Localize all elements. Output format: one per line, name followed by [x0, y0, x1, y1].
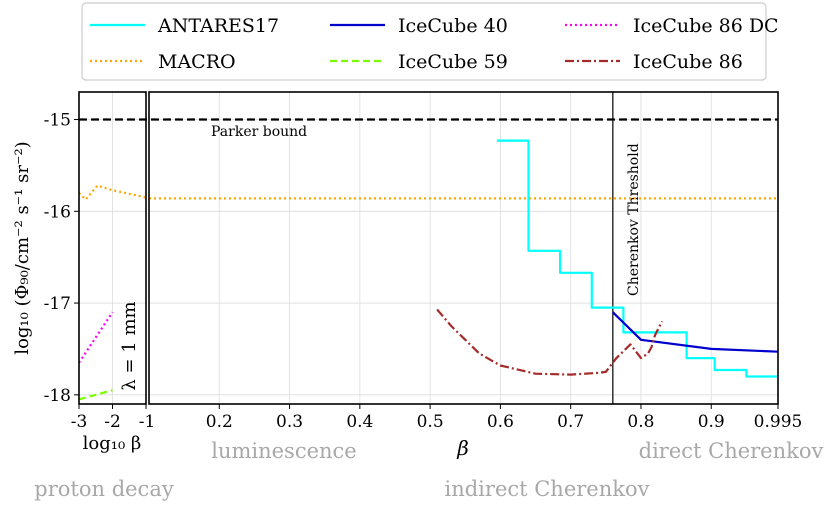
x-tick-label: 0.3	[276, 412, 303, 432]
cherenkov-threshold-label: Cherenkov Threshold	[626, 143, 642, 296]
parker-bound-label: Parker bound	[211, 124, 307, 140]
region-label-indirect-cherenkov: indirect Cherenkov	[445, 477, 650, 501]
x-tick-label: 0.5	[417, 412, 444, 432]
left-x-axis-label: log₁₀ β	[83, 433, 142, 454]
legend-label: ANTARES17	[157, 15, 279, 37]
series-line	[79, 311, 114, 364]
x-tick-label: -3	[71, 412, 88, 432]
series-line	[79, 184, 146, 201]
y-tick-label: -18	[44, 386, 71, 406]
x-tick-label: 0.2	[206, 412, 233, 432]
legend-label: IceCube 59	[398, 51, 508, 73]
series-line	[79, 389, 113, 401]
region-label-luminescence: luminescence	[211, 439, 357, 463]
legend-label: IceCube 86	[633, 51, 743, 73]
main-panel-frame	[148, 91, 779, 405]
region-label-proton-decay: proton decay	[34, 477, 174, 501]
series-line	[436, 308, 663, 376]
legend: ANTARES17 MACRO IceCube 40 IceCube 59 IceCub…	[81, 2, 779, 81]
x-tick-label: -1	[139, 412, 156, 432]
x-tick-label: 0.8	[627, 412, 654, 432]
x-tick-label: 0.6	[487, 412, 514, 432]
x-tick-label: 0.995	[754, 412, 803, 432]
x-tick-label: -2	[104, 412, 121, 432]
main-x-axis-label: β	[456, 436, 469, 460]
y-tick-label: -15	[44, 111, 71, 131]
legend-label: MACRO	[158, 51, 236, 73]
grid	[78, 92, 779, 404]
y-tick-label: -16	[44, 202, 71, 222]
data-series: Parker bound Cherenkov Threshold	[79, 92, 778, 404]
y-tick-label: -17	[44, 294, 71, 314]
x-tick-label: 0.9	[698, 412, 725, 432]
axes: -15 -16 -17 -18-3 -2 -1 0.2 0.3 0.4 0.5 0.6 0.7 0.8 0…	[12, 91, 824, 501]
region-label-direct-cherenkov: direct Cherenkov	[639, 439, 824, 463]
x-tick-label: 0.7	[557, 412, 584, 432]
legend-label: IceCube 86 DC	[633, 15, 779, 37]
x-tick-label: 0.4	[346, 412, 373, 432]
legend-label: IceCube 40	[398, 15, 508, 37]
lambda-label: λ = 1 mm	[119, 301, 140, 390]
series-line	[496, 139, 778, 378]
series-line	[612, 311, 778, 353]
y-axis-label: log₁₀ (Φ₉₀/cm⁻² s⁻¹ sr⁻²)	[12, 141, 33, 354]
